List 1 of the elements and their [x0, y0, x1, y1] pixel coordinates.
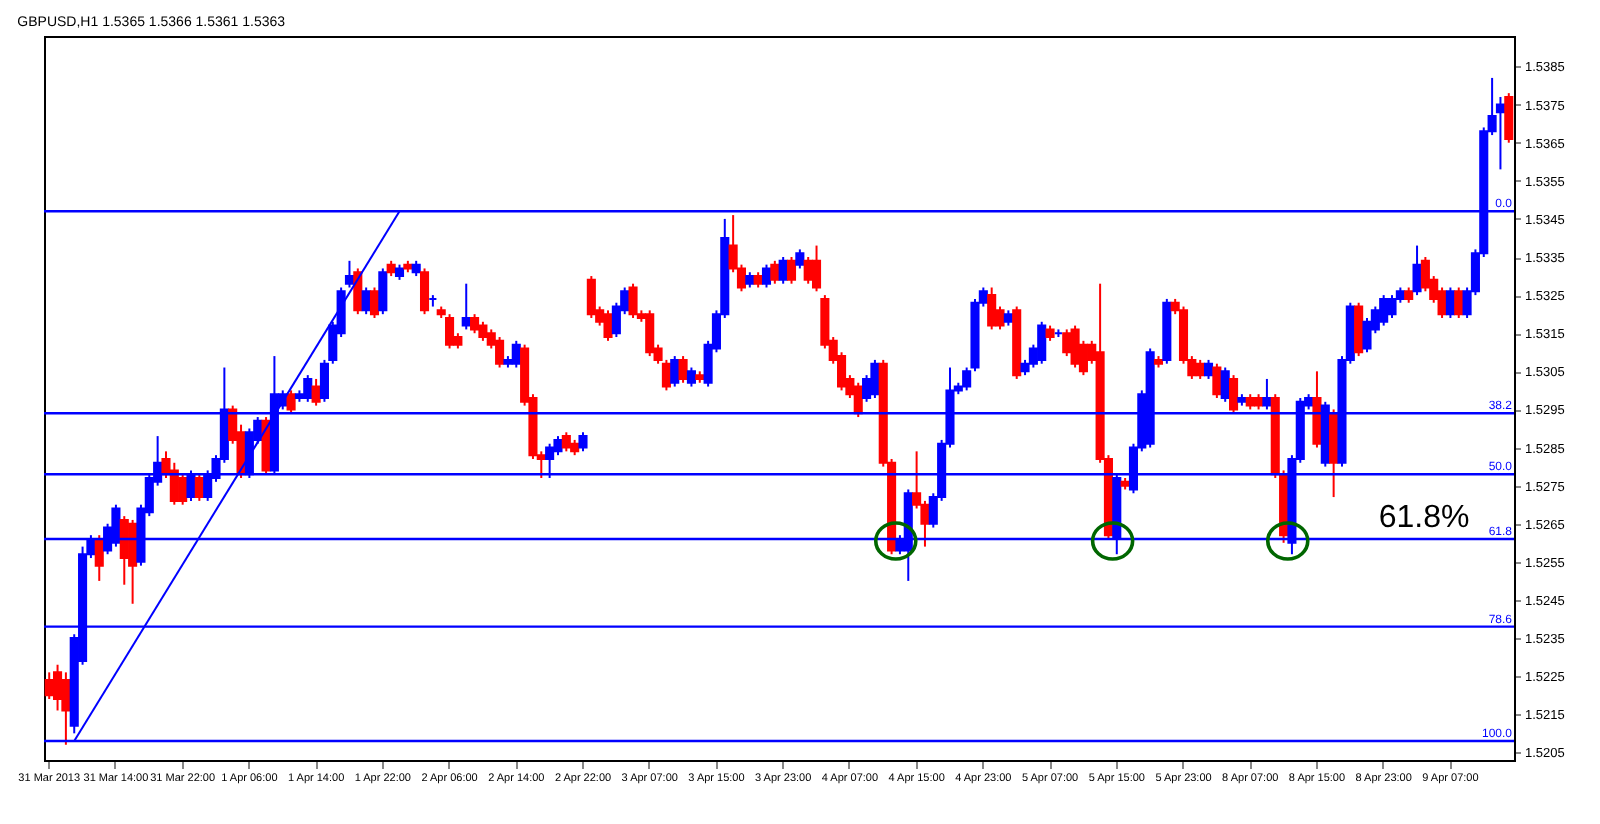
annotation: 61.8% — [1378, 500, 1470, 535]
